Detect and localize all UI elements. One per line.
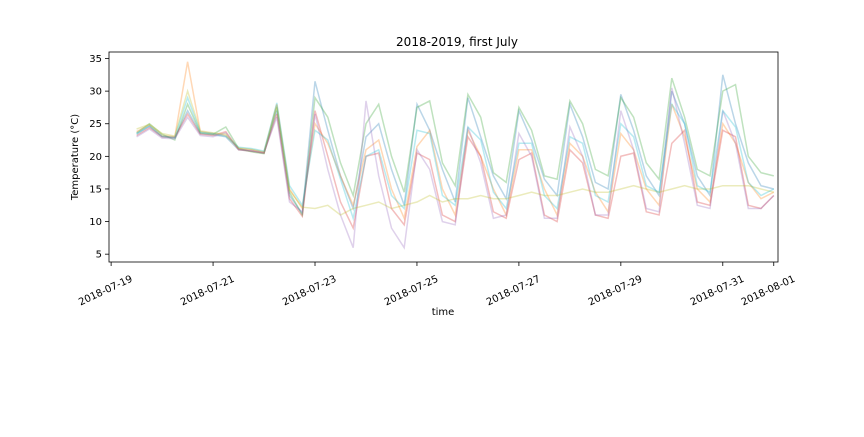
series-line-4 bbox=[136, 110, 775, 231]
chart-title: 2018-2019, first July bbox=[396, 35, 518, 49]
series-line-3 bbox=[136, 77, 774, 218]
x-axis-label: time bbox=[432, 307, 455, 318]
y-tick-label: 20 bbox=[89, 152, 102, 163]
y-tick-label: 10 bbox=[89, 217, 102, 228]
plot-lines bbox=[136, 61, 775, 250]
y-axis-label: Temperature (°C) bbox=[70, 114, 81, 201]
y-axis-ticks: 5 10 15 20 25 30 35 bbox=[89, 54, 109, 261]
y-tick-label: 25 bbox=[89, 119, 102, 130]
y-tick-label: 15 bbox=[89, 184, 102, 195]
series-line-1 bbox=[136, 74, 774, 216]
series-line-2 bbox=[136, 61, 775, 221]
plot-frame bbox=[108, 51, 779, 263]
series-line-5 bbox=[136, 87, 775, 250]
series-line-7 bbox=[136, 95, 775, 222]
y-tick-label: 35 bbox=[89, 54, 102, 65]
y-tick-label: 30 bbox=[89, 87, 102, 98]
y-tick-label: 5 bbox=[96, 250, 102, 261]
series-line-6 bbox=[136, 88, 774, 216]
